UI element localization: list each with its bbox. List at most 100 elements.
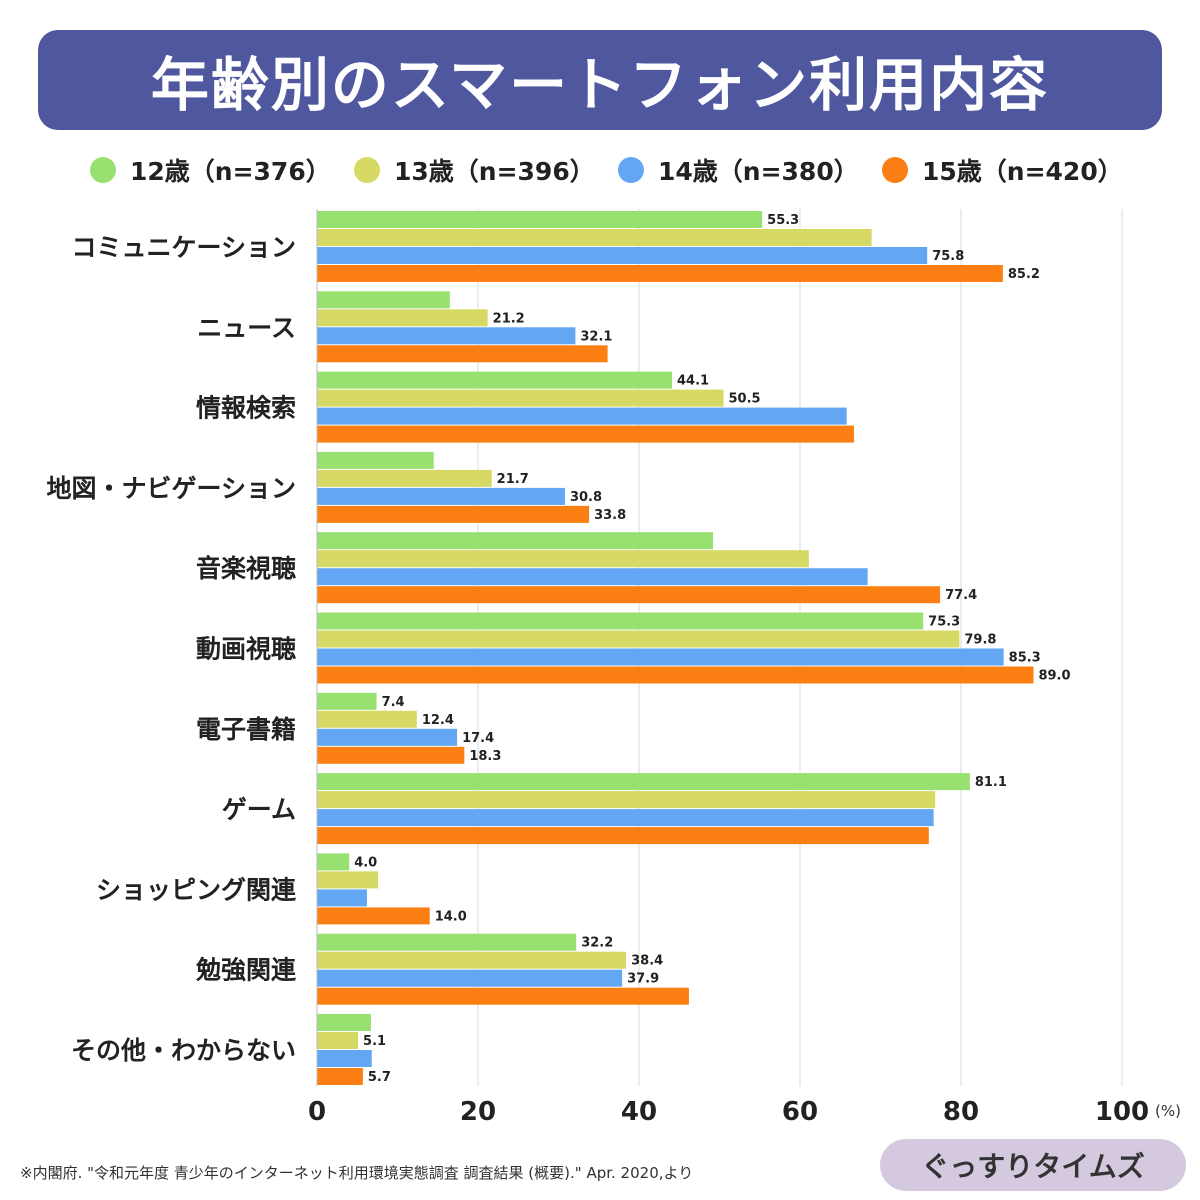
bar	[317, 425, 854, 443]
bar	[317, 371, 673, 389]
bar	[317, 247, 928, 264]
source-note: ※内閣府. "令和元年度 青少年のインターネット利用環境実態調査 調査結果 (概…	[20, 1164, 694, 1182]
category-label: 音楽視聴	[196, 554, 296, 583]
bar	[317, 469, 492, 487]
title-banner: 年齢別のスマートフォン利用内容	[38, 30, 1162, 130]
data-label: 85.3	[1009, 651, 1041, 666]
legend-item-12: 12歳（n=376）	[90, 152, 331, 188]
legend-item-14: 14歳（n=380）	[618, 152, 859, 188]
x-unit-label: (%)	[1155, 1102, 1181, 1120]
data-label: 79.8	[964, 633, 996, 648]
category-label: その他・わからない	[71, 1036, 296, 1065]
bar	[317, 505, 590, 523]
bar	[317, 1014, 371, 1031]
data-label: 44.1	[677, 374, 709, 389]
legend-label: 12歳（n=376）	[130, 157, 331, 186]
data-label: 17.4	[462, 731, 494, 746]
bar	[317, 389, 724, 407]
legend-label: 14歳（n=380）	[658, 157, 859, 186]
x-tick-label: 60	[782, 1097, 818, 1127]
legend-item-15: 15歳（n=420）	[882, 152, 1123, 188]
data-label: 50.5	[729, 392, 761, 407]
data-label: 81.1	[975, 775, 1007, 790]
data-label: 38.4	[631, 954, 663, 969]
bar	[317, 889, 367, 907]
bar	[317, 487, 565, 505]
bar	[317, 871, 379, 889]
bar	[317, 809, 934, 827]
category-label: 情報検索	[196, 394, 296, 423]
data-label: 32.1	[580, 329, 612, 344]
data-label: 75.3	[928, 615, 960, 630]
legend-swatch	[90, 157, 116, 183]
data-label: 33.8	[594, 508, 626, 523]
x-tick-label: 40	[621, 1097, 657, 1127]
data-label: 89.0	[1038, 669, 1070, 684]
bar	[317, 265, 1003, 282]
bar	[317, 309, 488, 327]
category-label: ショッピング関連	[96, 875, 297, 904]
page-title: 年齢別のスマートフォン利用内容	[150, 51, 1050, 119]
bar	[317, 407, 847, 425]
bar	[317, 666, 1034, 684]
legend-label: 13歳（n=396）	[394, 157, 595, 186]
data-label: 5.7	[368, 1070, 391, 1085]
bar	[317, 791, 936, 809]
bar	[317, 327, 576, 345]
category-label: ゲーム	[222, 795, 296, 824]
data-label: 75.8	[932, 249, 964, 264]
data-label: 7.4	[382, 695, 405, 710]
bar	[317, 773, 970, 791]
bar	[317, 612, 924, 630]
legend-swatch	[882, 157, 908, 183]
bar	[317, 746, 465, 764]
bar	[317, 568, 868, 586]
bar	[317, 550, 809, 568]
bar	[317, 853, 350, 871]
x-tick-label: 20	[460, 1097, 496, 1127]
data-label: 32.2	[581, 936, 613, 951]
bar	[317, 648, 1004, 666]
data-label: 18.3	[469, 749, 501, 764]
bar	[317, 586, 941, 604]
bar	[317, 1032, 359, 1049]
legend-swatch	[354, 157, 380, 183]
bar	[317, 692, 377, 710]
category-label: コミュニケーション	[71, 233, 296, 262]
legend-swatch	[618, 157, 644, 183]
legend-label: 15歳（n=420）	[922, 157, 1123, 186]
category-label: 勉強関連	[195, 956, 297, 985]
bar	[317, 907, 430, 925]
data-label: 85.2	[1008, 267, 1040, 282]
category-label: ニュース	[197, 313, 296, 342]
brand-badge: ぐっすりタイムズ	[880, 1139, 1186, 1191]
bar	[317, 951, 627, 969]
x-tick-label: 100	[1095, 1097, 1149, 1127]
data-label: 21.2	[493, 311, 525, 326]
data-label: 12.4	[422, 713, 454, 728]
bar	[317, 710, 417, 728]
legend-item-13: 13歳（n=396）	[354, 152, 595, 188]
bar	[317, 1068, 363, 1085]
bar	[317, 211, 763, 228]
bar	[317, 291, 450, 309]
bar	[317, 1050, 372, 1067]
bar	[317, 933, 577, 951]
x-tick-label: 0	[308, 1097, 326, 1127]
category-label: 地図・ナビゲーション	[46, 474, 296, 503]
data-label: 4.0	[354, 855, 377, 870]
data-label: 77.4	[945, 588, 977, 603]
bar	[317, 827, 929, 845]
bar	[317, 630, 960, 648]
bar	[317, 728, 458, 746]
data-label: 14.0	[435, 909, 467, 924]
legend: 12歳（n=376） 13歳（n=396） 14歳（n=380） 15歳（n=4…	[0, 152, 1200, 192]
bar	[317, 532, 714, 550]
bar	[317, 345, 608, 363]
data-label: 5.1	[363, 1034, 386, 1049]
category-label: 電子書籍	[196, 715, 296, 744]
category-label: 動画視聴	[196, 635, 296, 664]
bar	[317, 969, 623, 987]
bar	[317, 451, 434, 469]
